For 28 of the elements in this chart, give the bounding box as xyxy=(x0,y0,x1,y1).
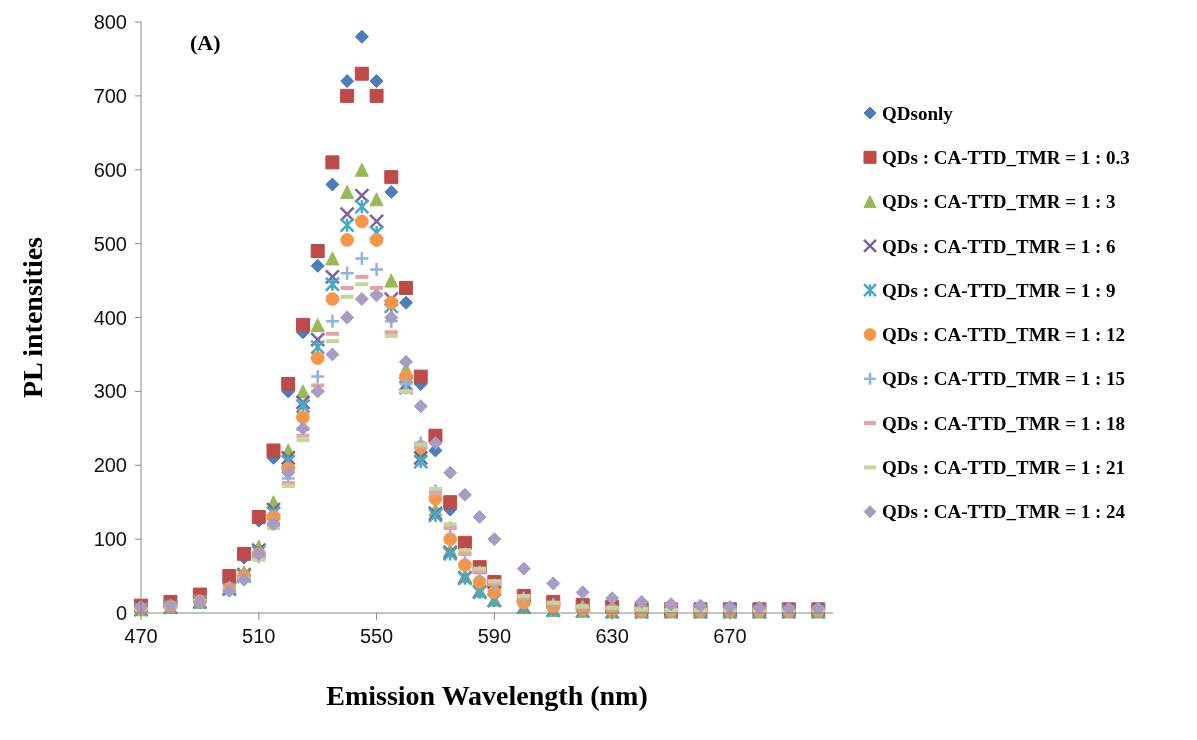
y-tick-label: 300 xyxy=(93,380,127,403)
y-tick-label: 0 xyxy=(115,602,127,624)
y-tick-label: 600 xyxy=(93,158,127,181)
y-tick-label: 200 xyxy=(93,454,127,477)
legend-label: QDs : CA-TTD_TMR = 1 : 6 xyxy=(882,235,1116,257)
legend-label: QDs : CA-TTD_TMR = 1 : 0.3 xyxy=(882,146,1130,168)
legend-label: QDs : CA-TTD_TMR = 1 : 15 xyxy=(882,368,1126,390)
y-axis-title: PL intensities xyxy=(17,236,48,399)
x-tick-label: 590 xyxy=(477,625,512,647)
legend-label: QDs : CA-TTD_TMR = 1 : 9 xyxy=(882,279,1116,301)
y-tick-label: 500 xyxy=(93,232,127,255)
x-tick-label: 470 xyxy=(124,625,158,647)
x-tick-label: 550 xyxy=(359,625,394,647)
x-axis-title: Emission Wavelength (nm) xyxy=(326,680,648,711)
x-tick-label: 510 xyxy=(242,625,276,647)
y-tick-label: 700 xyxy=(93,84,127,107)
legend-label: QDs : CA-TTD_TMR = 1 : 12 xyxy=(882,324,1126,346)
chart-title: (A) xyxy=(190,30,221,55)
y-tick-label: 100 xyxy=(93,528,127,551)
x-tick-label: 670 xyxy=(713,625,747,647)
legend-label: QDs : CA-TTD_TMR = 1 : 3 xyxy=(882,191,1116,213)
legend-label: QDs : CA-TTD_TMR = 1 : 24 xyxy=(882,501,1126,523)
legend-label: QDs : CA-TTD_TMR = 1 : 18 xyxy=(882,412,1126,434)
legend-label: QDs : CA-TTD_TMR = 1 : 21 xyxy=(882,457,1126,479)
legend-label: QDsonly xyxy=(882,102,954,124)
y-tick-label: 800 xyxy=(93,11,127,33)
y-tick-label: 400 xyxy=(93,306,127,329)
x-tick-label: 630 xyxy=(595,625,629,647)
